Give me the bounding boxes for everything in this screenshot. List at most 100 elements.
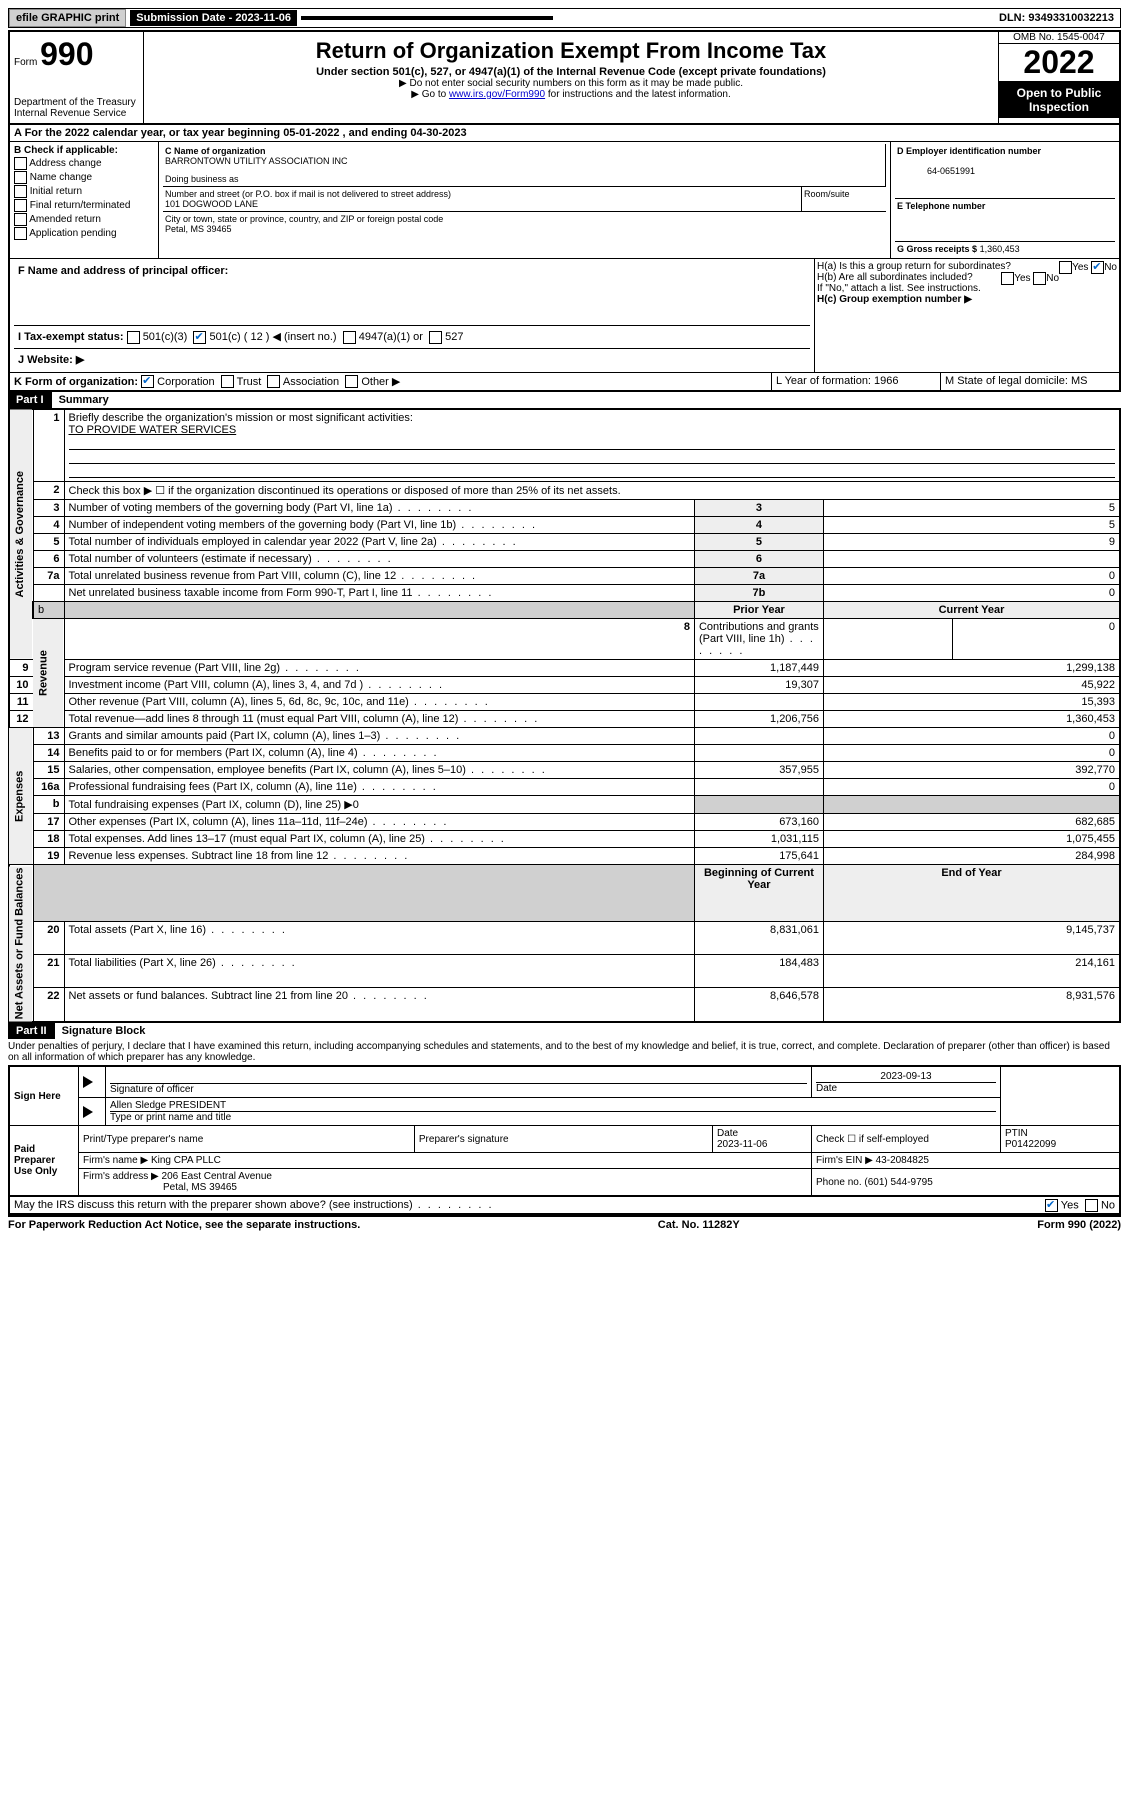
part1-bar: Part I xyxy=(8,392,52,408)
m-label: M State of legal domicile: MS xyxy=(941,373,1119,391)
sidetab-revenue: Revenue xyxy=(33,619,64,728)
arrow-icon xyxy=(83,1106,93,1118)
hb-label: H(b) Are all subordinates included? xyxy=(817,272,973,283)
omb-number: OMB No. 1545-0047 xyxy=(999,32,1119,43)
part1-title: Summary xyxy=(55,394,109,406)
j-label: J Website: ▶ xyxy=(14,348,810,370)
dln: DLN: 93493310032213 xyxy=(993,10,1120,26)
ha-label: H(a) Is this a group return for subordin… xyxy=(817,261,1011,272)
submission-date-button[interactable]: Submission Date - 2023-11-06 xyxy=(130,10,297,26)
firm-city: Petal, MS 39465 xyxy=(83,1182,237,1193)
cb-name-change[interactable] xyxy=(14,171,27,184)
right-info-column: D Employer identification number 64-0651… xyxy=(890,142,1119,258)
part2-title: Signature Block xyxy=(58,1025,146,1037)
opt-501c3: 501(c)(3) xyxy=(143,331,188,343)
cb-corp[interactable] xyxy=(141,375,154,388)
opt-initial: Initial return xyxy=(30,186,82,197)
pt-date: 2023-11-06 xyxy=(717,1139,767,1150)
ein: 64-0651991 xyxy=(897,166,975,176)
form-prefix: Form xyxy=(14,57,37,68)
cb-address-change[interactable] xyxy=(14,157,27,170)
cb-final-return[interactable] xyxy=(14,199,27,212)
cb-ha-no[interactable] xyxy=(1091,261,1104,274)
pt-sig-label: Preparer's signature xyxy=(414,1126,712,1153)
form-number: 990 xyxy=(40,36,93,72)
hb-note: If "No," attach a list. See instructions… xyxy=(817,283,1117,294)
hdr-prior: Prior Year xyxy=(694,602,823,619)
summary-table: Activities & Governance 1 Briefly descri… xyxy=(8,408,1121,1023)
phone: (601) 544-9795 xyxy=(864,1177,932,1188)
city-label: City or town, state or province, country… xyxy=(165,214,443,224)
d-label: D Employer identification number xyxy=(897,146,1041,156)
hdr-b: b xyxy=(33,602,64,619)
discuss-label: May the IRS discuss this return with the… xyxy=(14,1199,494,1211)
l-label: L Year of formation: 1966 xyxy=(772,373,941,391)
sig-date: 2023-09-13 xyxy=(816,1071,996,1082)
cb-trust[interactable] xyxy=(221,375,234,388)
firm-name: King CPA PLLC xyxy=(151,1155,221,1166)
f-label: F Name and address of principal officer: xyxy=(14,261,810,325)
sidetab-expenses: Expenses xyxy=(9,728,33,865)
city-state-zip: Petal, MS 39465 xyxy=(165,224,232,234)
efile-print-button[interactable]: efile GRAPHIC print xyxy=(9,9,126,27)
irs-link[interactable]: www.irs.gov/Form990 xyxy=(449,89,545,100)
tax-year: 2022 xyxy=(999,43,1119,82)
cb-hb-no[interactable] xyxy=(1033,272,1046,285)
line2-text: Check this box ▶ ☐ if the organization d… xyxy=(64,482,1120,500)
cb-527[interactable] xyxy=(429,331,442,344)
entity-info-row: B Check if applicable: Address change Na… xyxy=(8,142,1121,259)
hb-yes: Yes xyxy=(1014,273,1030,284)
block-c: C Name of organization BARRONTOWN UTILIT… xyxy=(159,142,890,258)
line1-num: 1 xyxy=(33,409,64,482)
org-name: BARRONTOWN UTILITY ASSOCIATION INC xyxy=(165,156,348,166)
note-ssn: ▶ Do not enter social security numbers o… xyxy=(148,78,994,89)
opt-527: 527 xyxy=(445,331,463,343)
sig-officer-label: Signature of officer xyxy=(110,1084,194,1095)
cb-hb-yes[interactable] xyxy=(1001,272,1014,285)
paid-preparer-label: Paid Preparer Use Only xyxy=(9,1126,79,1197)
opt-name: Name change xyxy=(30,172,92,183)
cb-amended[interactable] xyxy=(14,213,27,226)
opt-application: Application pending xyxy=(29,228,116,239)
cat-number: Cat. No. 11282Y xyxy=(658,1219,740,1231)
hb-no: No xyxy=(1046,273,1059,284)
cb-discuss-no[interactable] xyxy=(1085,1199,1098,1212)
cb-501c[interactable] xyxy=(193,331,206,344)
form-title: Return of Organization Exempt From Incom… xyxy=(148,38,994,64)
discuss-no: No xyxy=(1101,1199,1115,1211)
part2-bar: Part II xyxy=(8,1023,55,1039)
pt-name-label: Print/Type preparer's name xyxy=(79,1126,415,1153)
discuss-row: May the IRS discuss this return with the… xyxy=(8,1197,1121,1215)
cb-other[interactable] xyxy=(345,375,358,388)
e-label: E Telephone number xyxy=(897,201,985,211)
note2-post: for instructions and the latest informat… xyxy=(548,89,731,100)
k-l-m-row: K Form of organization: Corporation Trus… xyxy=(8,373,1121,393)
f-h-row: F Name and address of principal officer:… xyxy=(8,259,1121,373)
top-bar: efile GRAPHIC print Submission Date - 20… xyxy=(8,8,1121,28)
cb-ha-yes[interactable] xyxy=(1059,261,1072,274)
ptin: P01422099 xyxy=(1005,1139,1056,1150)
year-box: OMB No. 1545-0047 2022 Open to Public In… xyxy=(998,32,1119,123)
opt-corp: Corporation xyxy=(157,376,214,388)
cb-discuss-yes[interactable] xyxy=(1045,1199,1058,1212)
k-label: K Form of organization: xyxy=(14,376,138,388)
cb-application[interactable] xyxy=(14,227,27,240)
irs-label: Internal Revenue Service xyxy=(14,108,139,119)
dba-label: Doing business as xyxy=(165,174,239,184)
arrow-icon xyxy=(83,1076,93,1088)
block-h: H(a) Is this a group return for subordin… xyxy=(815,259,1119,372)
firm-ein: 43-2084825 xyxy=(876,1155,929,1166)
opt-501c: 501(c) ( 12 ) ◀ (insert no.) xyxy=(210,331,337,343)
opt-amended: Amended return xyxy=(29,214,101,225)
name-title-label: Type or print name and title xyxy=(110,1112,231,1123)
form-subtitle: Under section 501(c), 527, or 4947(a)(1)… xyxy=(148,66,994,78)
sidetab-netassets: Net Assets or Fund Balances xyxy=(9,865,33,1022)
form-number-box: Form 990 Department of the Treasury Inte… xyxy=(10,32,144,123)
cb-initial-return[interactable] xyxy=(14,185,27,198)
cb-501c3[interactable] xyxy=(127,331,140,344)
blank-button xyxy=(301,16,553,20)
cb-4947[interactable] xyxy=(343,331,356,344)
check-b-label: B Check if applicable: xyxy=(14,145,154,156)
declaration: Under penalties of perjury, I declare th… xyxy=(8,1039,1121,1065)
cb-assoc[interactable] xyxy=(267,375,280,388)
